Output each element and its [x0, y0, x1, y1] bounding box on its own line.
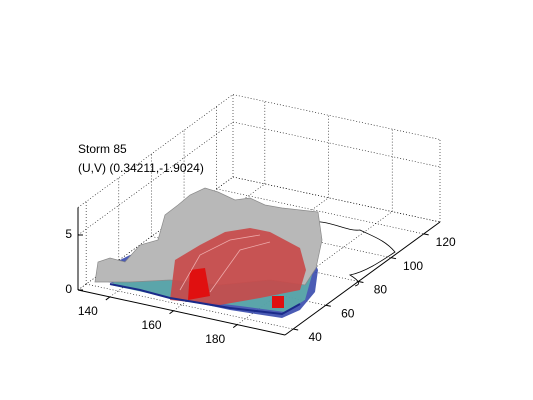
- y-tick-label: 120: [436, 235, 456, 249]
- box-edge: [77, 94, 234, 208]
- y-tick: [293, 328, 299, 331]
- grid-line: [232, 121, 441, 168]
- z-tick-label: 0: [65, 282, 72, 296]
- storm-surface: [94, 187, 396, 318]
- y-tick-label: 40: [308, 330, 322, 344]
- grid-line: [237, 211, 393, 325]
- x-tick-label: 180: [205, 332, 225, 346]
- axis-layer: 140 160 180 40 60 80 100 120 0 5: [65, 207, 456, 346]
- grid-line: [216, 188, 424, 235]
- z-tick-label: 5: [65, 227, 72, 241]
- x-axis: [77, 289, 286, 336]
- annotation: Storm 85: [78, 142, 127, 156]
- y-tick-label: 100: [403, 259, 423, 273]
- y-tick-label: 60: [341, 306, 355, 320]
- y-tick: [358, 280, 364, 283]
- x-tick: [105, 296, 111, 301]
- y-axis: [284, 221, 441, 336]
- surface-core: [188, 268, 210, 300]
- x-tick-label: 160: [142, 318, 162, 332]
- contour-line: [299, 220, 396, 287]
- x-tick-label: 140: [78, 304, 98, 318]
- box-edge: [232, 94, 441, 140]
- y-tick: [423, 233, 429, 236]
- surface-highlight: [179, 234, 271, 293]
- y-tick: [325, 304, 331, 307]
- grid-line: [86, 283, 294, 330]
- grid-line: [232, 176, 441, 223]
- annotation: (U,V) (0.34211,-1.9024): [78, 161, 204, 175]
- surface-edge: [109, 283, 301, 316]
- surface-core: [272, 296, 284, 308]
- y-tick: [390, 257, 397, 260]
- y-tick-label: 80: [374, 283, 388, 297]
- grid-line: [77, 121, 234, 236]
- x-tick: [232, 324, 238, 329]
- x-tick: [169, 310, 174, 315]
